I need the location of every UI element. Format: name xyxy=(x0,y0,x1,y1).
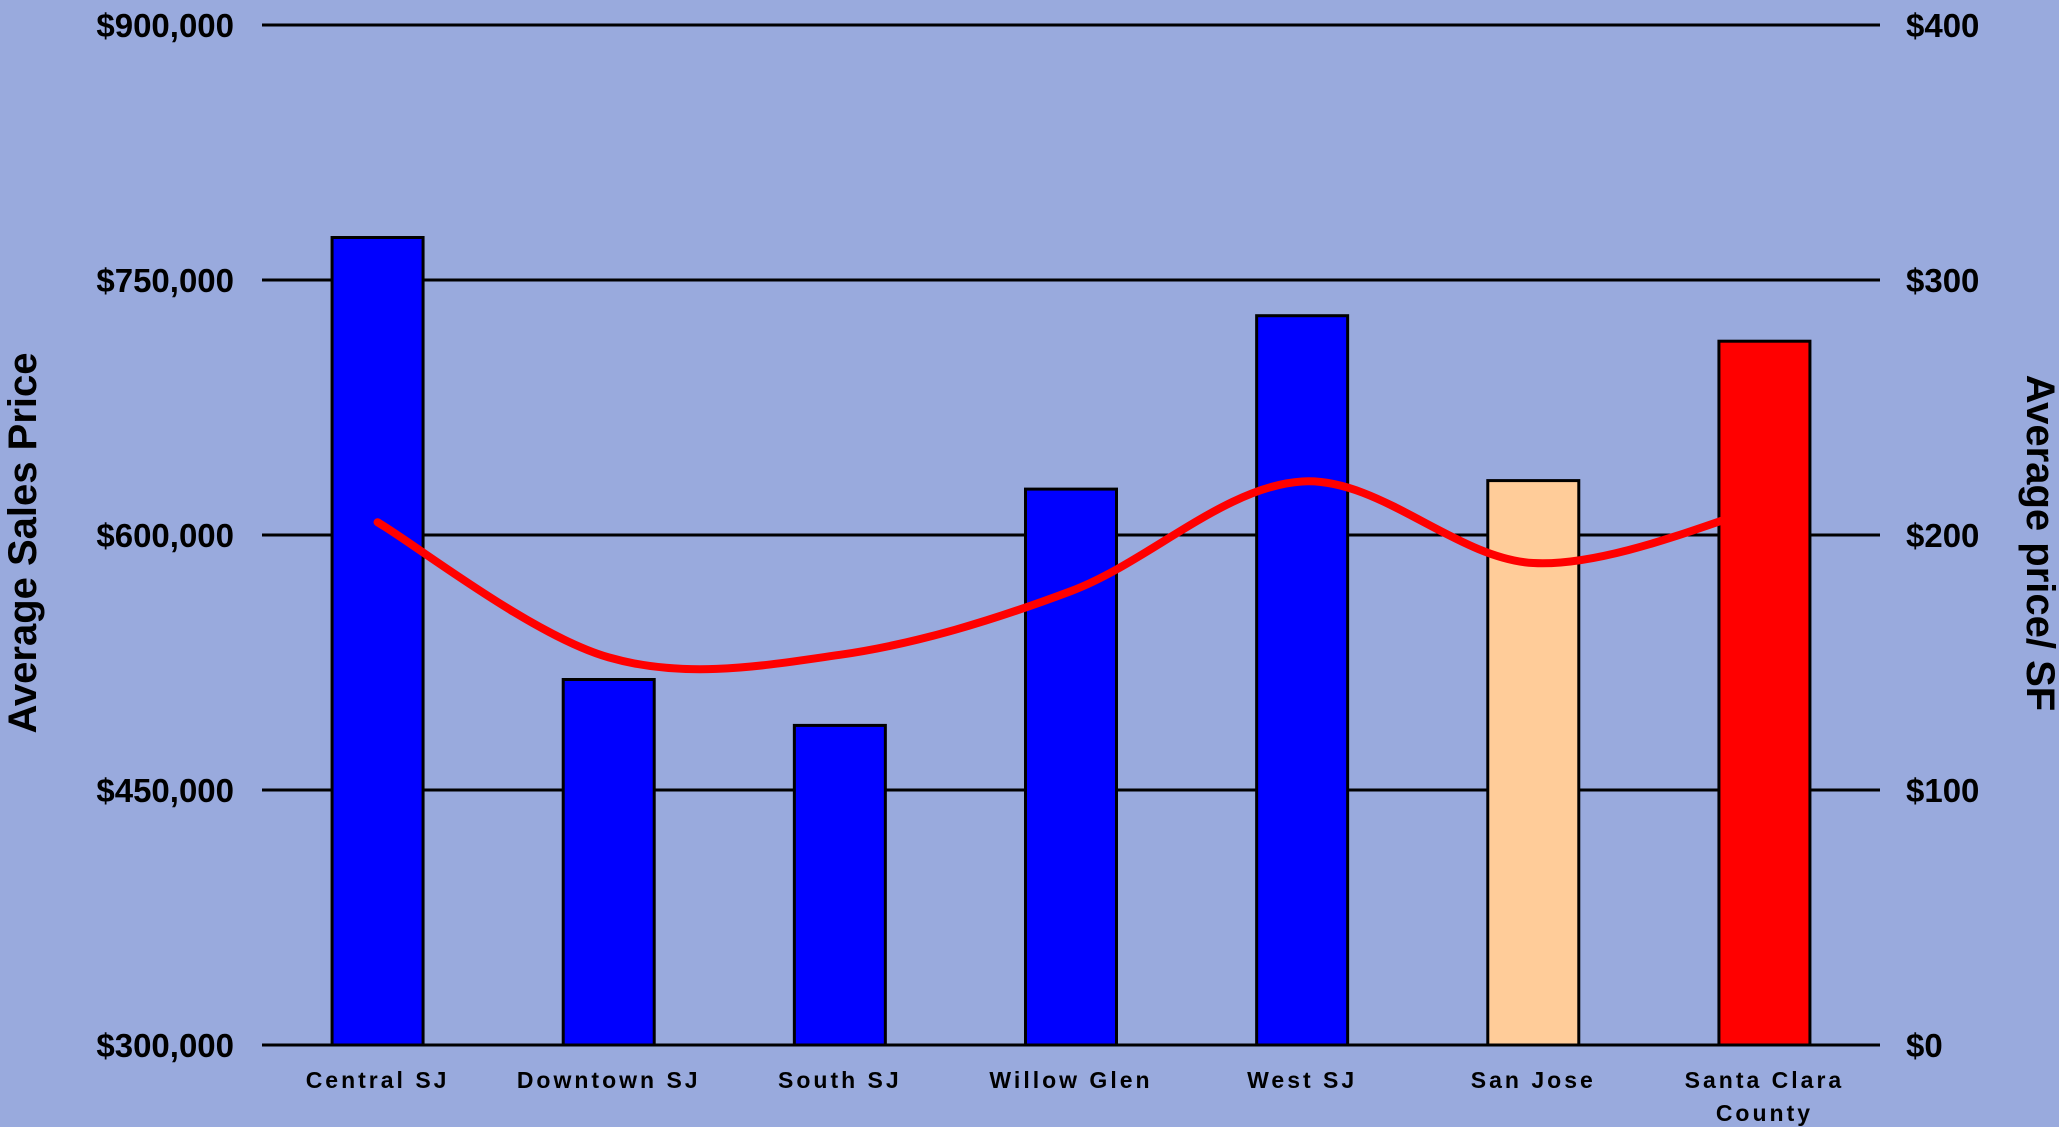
line-series xyxy=(373,477,1769,674)
bar xyxy=(1717,339,1812,1047)
bar xyxy=(330,236,425,1047)
right-tick-label: $300 xyxy=(1906,262,1979,299)
left-axis-ticks: $300,000 $450,000 $600,000 $750,000 $900,000 xyxy=(96,7,234,1064)
category-label: South SJ xyxy=(778,1067,902,1093)
left-tick-label: $450,000 xyxy=(96,772,234,809)
category-label: Central SJ xyxy=(306,1067,450,1093)
right-tick-label: $400 xyxy=(1906,7,1979,44)
bar xyxy=(1255,314,1350,1047)
price-per-sf-line xyxy=(373,477,1769,674)
right-tick-label: $200 xyxy=(1906,517,1979,554)
category-label: Downtown SJ xyxy=(517,1067,701,1093)
right-axis-title: Average price/ SF xyxy=(2018,375,2059,711)
right-axis-ticks: $0 $100 $200 $300 $400 xyxy=(1906,7,1979,1064)
category-labels: Central SJ Downtown SJ South SJ Willow Glen… xyxy=(306,1067,1845,1126)
category-label: Santa Clara County xyxy=(1685,1067,1845,1126)
bar-series xyxy=(330,236,1812,1047)
category-label: San Jose xyxy=(1471,1067,1596,1093)
left-tick-label: $600,000 xyxy=(96,517,234,554)
left-tick-label: $900,000 xyxy=(96,7,234,44)
bar xyxy=(792,723,887,1047)
bar xyxy=(1486,479,1581,1047)
category-label: Willow Glen xyxy=(989,1067,1152,1093)
left-axis-title: Average Sales Price xyxy=(1,353,45,734)
left-tick-label: $750,000 xyxy=(96,262,234,299)
right-tick-label: $0 xyxy=(1906,1027,1943,1064)
bar xyxy=(561,678,656,1047)
left-tick-label: $300,000 xyxy=(96,1027,234,1064)
category-label: West SJ xyxy=(1247,1067,1357,1093)
right-tick-label: $100 xyxy=(1906,772,1979,809)
